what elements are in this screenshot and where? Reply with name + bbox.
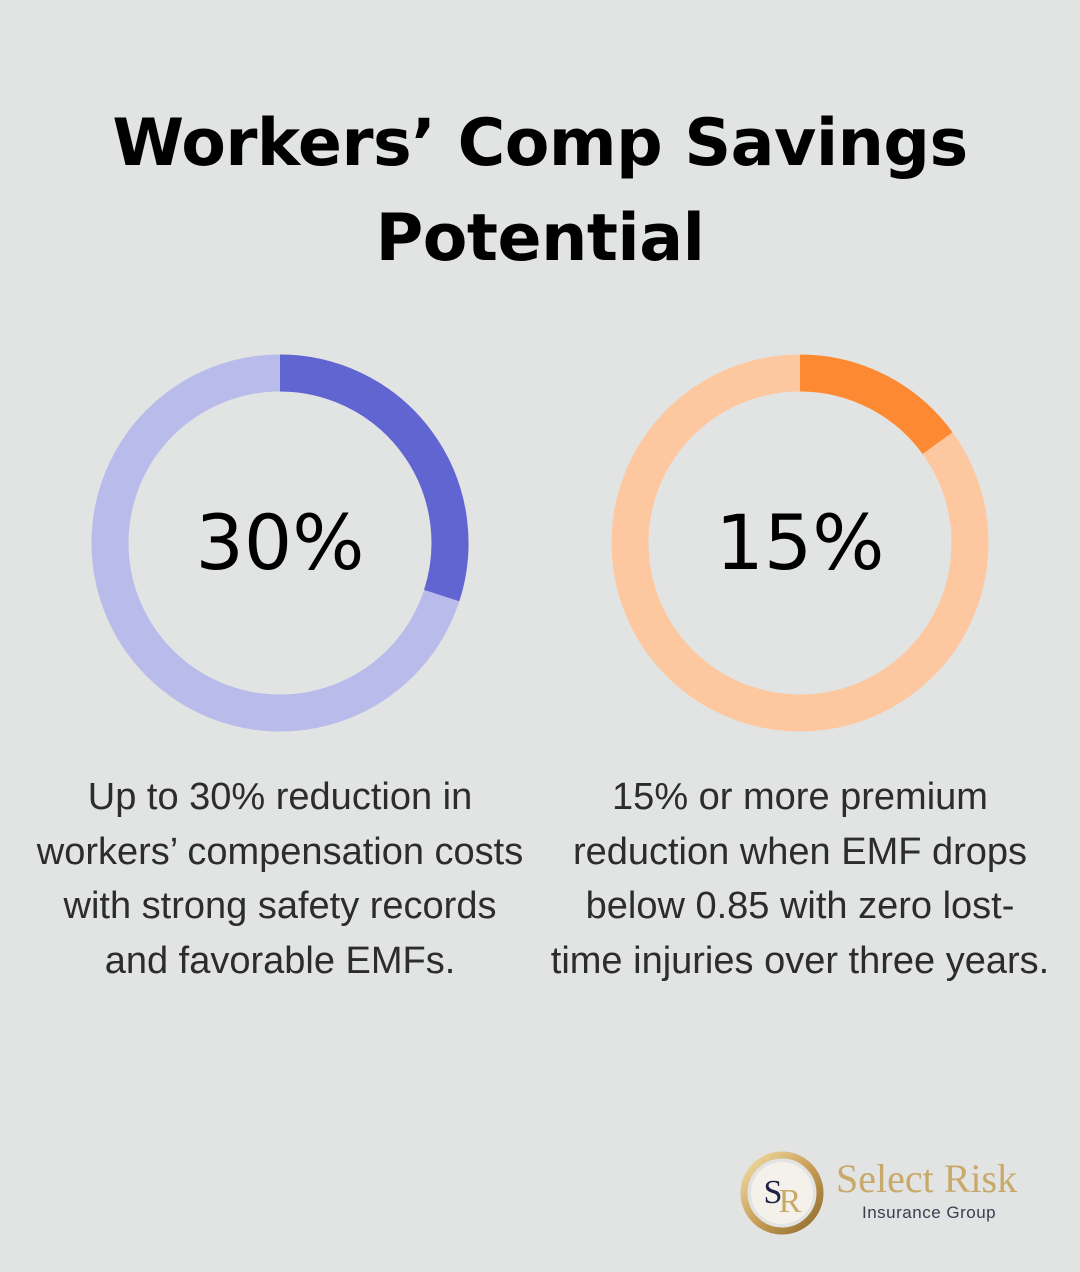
- donut-value-label: 15%: [715, 498, 885, 587]
- donut-value-arc: [799, 354, 953, 455]
- svg-text:S: S: [764, 1174, 783, 1211]
- logo-emblem-icon: S R: [740, 1151, 824, 1235]
- logo-subtitle: Insurance Group: [862, 1203, 997, 1222]
- svg-text:R: R: [779, 1183, 802, 1220]
- company-logo: S R Select Risk Insurance Group: [740, 1150, 1050, 1236]
- donut-value-label: 30%: [195, 498, 365, 587]
- stat-description-30: Up to 30% reduction in workers’ compensa…: [36, 776, 524, 982]
- page-title: Workers’ Comp Savings Potential: [112, 106, 968, 276]
- donut-chart-30: 30%: [91, 354, 469, 732]
- donut-svg: [611, 354, 989, 732]
- logo-name: Select Risk: [836, 1156, 1018, 1201]
- donut-value-arc: [279, 354, 469, 602]
- stat-description-15: 15% or more premium reduction when EMF d…: [550, 776, 1050, 982]
- donut-svg: [91, 354, 469, 732]
- donut-chart-15: 15%: [611, 354, 989, 732]
